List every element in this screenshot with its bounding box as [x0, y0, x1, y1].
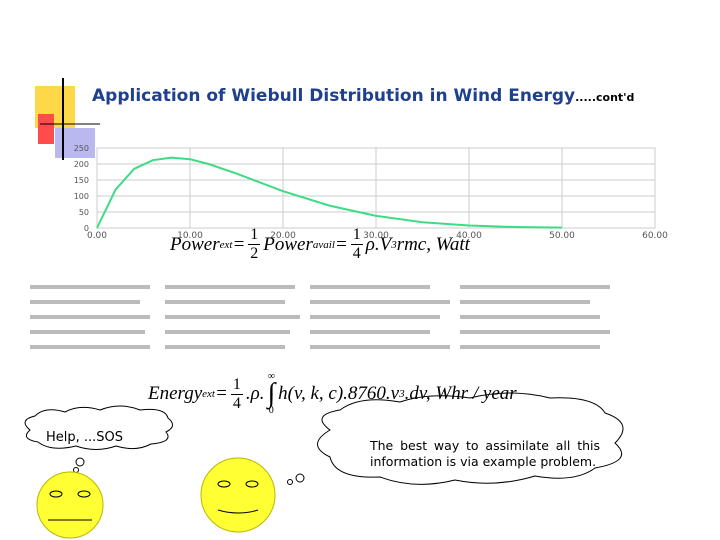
y-tick-label: 0 — [84, 224, 89, 233]
cloud-2 — [317, 392, 624, 485]
curve — [96, 156, 563, 229]
formula-part: ρ.V — [365, 233, 392, 255]
x-tick-label: 50.00 — [549, 231, 575, 241]
y-tick-label: 200 — [74, 160, 89, 169]
x-tick-label: 10.00 — [177, 231, 203, 241]
formula-part: 0 — [268, 405, 274, 416]
x-tick-label: 30.00 — [363, 231, 389, 241]
bubble-text: Help, ...SOS — [46, 430, 124, 445]
y-tick-label: 250 — [74, 144, 89, 153]
slide-title: Application of Wiebull Distribution in W… — [92, 86, 634, 106]
formula-part: ∫ — [267, 378, 276, 409]
formula-part: .dv, Whr / year — [404, 383, 517, 404]
title-suffix: .....cont'd — [575, 91, 635, 104]
smiley-1 — [36, 471, 104, 539]
formula-part: 1 — [350, 226, 363, 245]
cloud-1 — [24, 405, 173, 450]
formula-part: .ρ. — [245, 383, 265, 404]
formula-energy: Energy ext = 1 4 .ρ. ∞ ∫ 0 h(v, k, c).8760.v 3 .d… — [148, 372, 517, 416]
formula-power: Power ext = 1 2 Power avail = 1 4 ρ.V 3 rmc, Wat… — [170, 226, 470, 263]
x-tick-label: 0.00 — [87, 231, 107, 241]
cloud-tail — [73, 467, 79, 473]
smiley-2 — [200, 457, 276, 533]
cloud-tail — [287, 479, 293, 485]
formula-part: Power — [263, 233, 313, 255]
formula-part: avail — [312, 238, 335, 251]
formula-part: ext — [219, 238, 233, 251]
formula-part: = — [215, 383, 228, 404]
formula-part: Energy — [148, 383, 203, 404]
formula-part: 1 — [248, 226, 261, 245]
formula-part: 2 — [250, 245, 259, 262]
formula-part: = — [334, 233, 348, 255]
y-tick-label: 50 — [79, 208, 89, 217]
formula-part: 4 — [352, 245, 361, 262]
formula-part: 1 — [230, 375, 243, 395]
formula-part: ∞ ∫ 0 — [267, 372, 275, 416]
formula-part: 3 — [391, 238, 397, 251]
blurred-text — [30, 285, 610, 349]
x-tick-label: 60.00 — [642, 231, 668, 241]
formula-part: 3 — [399, 388, 405, 400]
y-tick-label: 100 — [74, 192, 89, 201]
formula-part: rmc, Watt — [396, 233, 470, 255]
cloud-tail — [75, 457, 85, 467]
formula-part: h(v, k, c).8760.v — [278, 383, 400, 404]
deco-blue — [55, 128, 95, 158]
chart: 0 50 100 150 200 250 0.00 10.00 20.00 30.00 40.00 5… — [74, 144, 668, 241]
formula-part: Power — [170, 233, 220, 255]
formula-part: ext — [202, 388, 215, 400]
formula-part: = — [232, 233, 246, 255]
formula-part: 4 — [232, 394, 241, 412]
title-text: Application of Wiebull Distribution in W… — [92, 86, 576, 106]
deco-red — [38, 114, 54, 144]
formula-part: ∞ — [267, 371, 275, 382]
y-tick-label: 150 — [74, 176, 89, 185]
bubble-text: The best way to assimilate all this info… — [370, 438, 600, 469]
cloud-tail — [295, 473, 305, 483]
x-tick-label: 40.00 — [456, 231, 482, 241]
x-tick-label: 20.00 — [270, 231, 296, 241]
